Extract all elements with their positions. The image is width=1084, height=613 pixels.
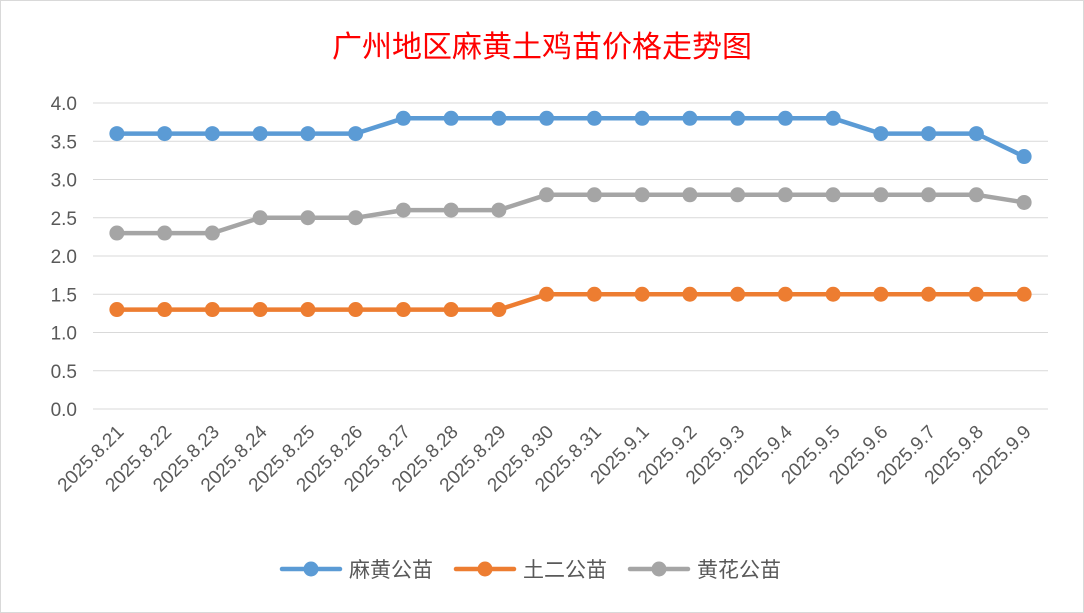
data-point [252, 126, 268, 142]
data-point [252, 302, 268, 318]
series-2 [109, 286, 1032, 318]
data-point [921, 126, 937, 142]
data-point [682, 187, 698, 203]
y-tick-label: 2.0 [51, 247, 77, 268]
y-tick-label: 1.0 [51, 324, 77, 345]
y-tick-label: 0.5 [51, 362, 77, 383]
y-tick-label: 4.0 [51, 94, 77, 115]
data-point [443, 202, 459, 218]
data-point [157, 126, 173, 142]
legend-item-3: 黄花公苗 [627, 558, 781, 582]
data-point [539, 187, 555, 203]
series-lines [109, 110, 1032, 318]
y-tick-label: 0.0 [51, 400, 77, 421]
data-point [491, 202, 507, 218]
data-point [777, 110, 793, 126]
data-point [157, 302, 173, 318]
y-tick-label: 3.5 [51, 132, 77, 153]
legend-marker [651, 561, 667, 577]
legend: 麻黄公苗 土二公苗 黄花公苗 [279, 558, 781, 582]
data-point [634, 187, 650, 203]
legend-item-1: 麻黄公苗 [279, 558, 433, 582]
data-point [109, 302, 125, 318]
data-point [109, 126, 125, 142]
data-point [204, 302, 220, 318]
series-line [114, 292, 1027, 312]
data-point [300, 126, 316, 142]
data-point [491, 110, 507, 126]
data-point [634, 286, 650, 302]
series-line [114, 192, 1027, 236]
data-point [1016, 286, 1032, 302]
data-point [395, 302, 411, 318]
data-point [873, 187, 889, 203]
data-point [348, 210, 364, 226]
data-point [109, 225, 125, 241]
data-point [825, 110, 841, 126]
data-point [252, 210, 268, 226]
legend-marker [477, 561, 493, 577]
data-point [968, 286, 984, 302]
data-point [348, 126, 364, 142]
y-tick-label: 3.0 [51, 171, 77, 192]
data-point [825, 286, 841, 302]
data-point [300, 210, 316, 226]
data-point [204, 126, 220, 142]
data-point [873, 286, 889, 302]
y-axis-tick-labels: 0.0 0.5 1.0 1.5 2.0 2.5 3.0 3.5 4.0 [51, 94, 77, 421]
data-point [921, 187, 937, 203]
data-point [682, 286, 698, 302]
data-point [968, 187, 984, 203]
legend-label: 黄花公苗 [697, 558, 781, 582]
data-point [825, 187, 841, 203]
series-3 [109, 187, 1032, 241]
data-point [682, 110, 698, 126]
data-point [777, 187, 793, 203]
data-point [348, 302, 364, 318]
data-point [443, 110, 459, 126]
data-point [586, 187, 602, 203]
y-tick-label: 1.5 [51, 285, 77, 306]
data-point [491, 302, 507, 318]
data-point [1016, 149, 1032, 165]
legend-item-2: 土二公苗 [453, 558, 607, 582]
data-point [730, 187, 746, 203]
data-point [730, 110, 746, 126]
data-point [539, 286, 555, 302]
data-point [443, 302, 459, 318]
legend-marker [303, 561, 319, 577]
data-point [395, 110, 411, 126]
data-point [395, 202, 411, 218]
legend-label: 土二公苗 [523, 558, 607, 582]
legend-label: 麻黄公苗 [349, 558, 433, 582]
data-point [873, 126, 889, 142]
data-point [539, 110, 555, 126]
data-point [1016, 194, 1032, 210]
series-line [114, 116, 1027, 159]
gridlines [93, 102, 1048, 410]
data-point [586, 110, 602, 126]
y-tick-label: 2.5 [51, 209, 77, 230]
series-1 [109, 110, 1032, 165]
data-point [968, 126, 984, 142]
data-point [157, 225, 173, 241]
data-point [730, 286, 746, 302]
data-point [634, 110, 650, 126]
x-axis-tick-labels: 2025.8.212025.8.222025.8.232025.8.242025… [54, 421, 1036, 496]
data-point [204, 225, 220, 241]
data-point [777, 286, 793, 302]
chart-title: 广州地区麻黄土鸡苗价格走势图 [332, 30, 752, 65]
data-point [300, 302, 316, 318]
data-point [586, 286, 602, 302]
data-point [921, 286, 937, 302]
